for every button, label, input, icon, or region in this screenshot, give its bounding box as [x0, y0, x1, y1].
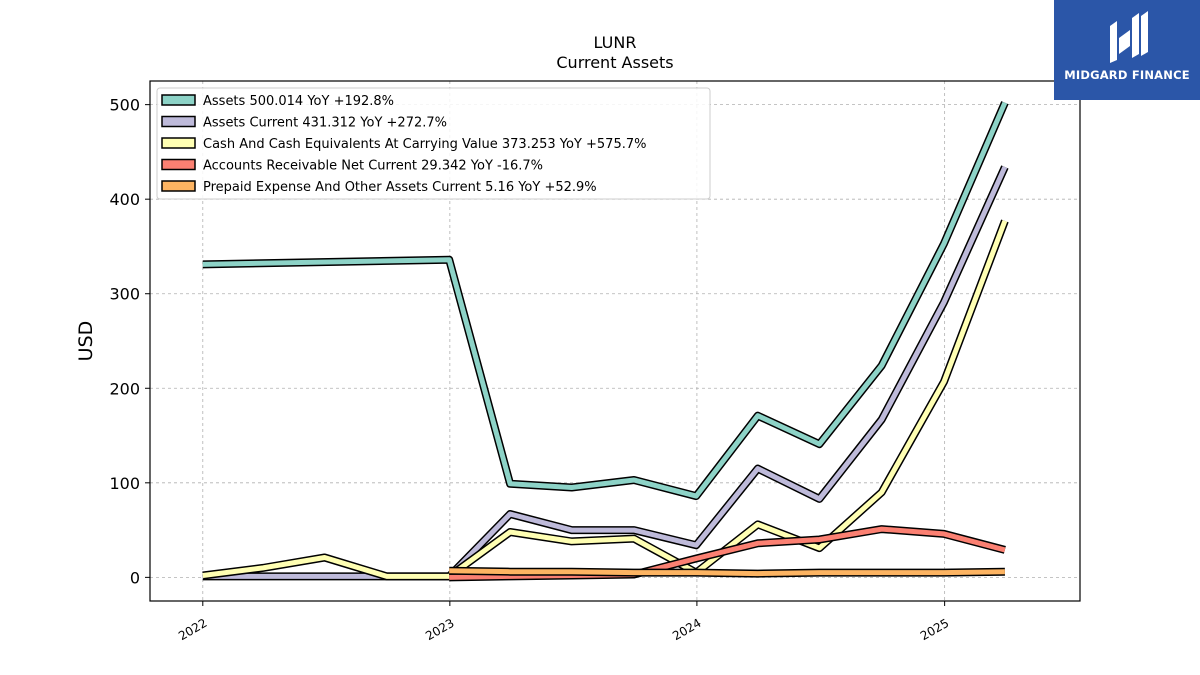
series-stroke — [202, 220, 1008, 579]
legend-swatch — [161, 115, 196, 128]
legend-box — [156, 87, 711, 200]
series-line-5 — [449, 566, 1005, 578]
series-outline — [202, 219, 1009, 581]
legend-swatch — [161, 137, 196, 149]
series-lines — [202, 101, 1009, 582]
brand-name: MIDGARD FINANCE — [1064, 68, 1190, 82]
series-stroke — [449, 568, 1005, 577]
series-line-2 — [202, 165, 1009, 581]
x-tick-label: 2022 — [176, 616, 209, 643]
legend-swatch — [161, 158, 196, 171]
midgard-logo-icon — [1110, 11, 1148, 63]
legend-label: Prepaid Expense And Other Assets Current… — [203, 180, 597, 195]
legend-swatch — [161, 180, 196, 192]
chart-subtitle: Current Assets — [556, 53, 673, 72]
brand-logo: MIDGARD FINANCE — [1054, 0, 1200, 100]
series-line-4 — [449, 525, 1006, 582]
y-tick-label: 0 — [130, 568, 140, 587]
x-tick-label: 2024 — [670, 616, 703, 643]
legend-label: Accounts Receivable Net Current 29.342 Y… — [203, 159, 543, 174]
legend-label: Assets 500.014 YoY +192.8% — [203, 94, 394, 109]
x-tick-label: 2023 — [423, 616, 456, 643]
series-outline — [202, 165, 1009, 581]
x-tick-label: 2025 — [918, 616, 951, 643]
y-tick-label: 500 — [109, 96, 140, 115]
y-tick-label: 200 — [109, 379, 140, 398]
legend-label: Cash And Cash Equivalents At Carrying Va… — [203, 137, 646, 152]
series-line-3 — [202, 219, 1009, 581]
y-axis-label: USD — [75, 321, 97, 362]
chart-title: LUNR — [594, 33, 637, 52]
series-line-1 — [202, 101, 1009, 501]
series-stroke — [202, 101, 1008, 499]
series-stroke — [202, 165, 1008, 579]
plot-frame — [149, 80, 1081, 602]
legend-label: Assets Current 431.312 YoY +272.7% — [203, 116, 447, 131]
legend: Assets 500.014 YoY +192.8% Assets Current… — [156, 87, 711, 200]
y-tick-label: 100 — [109, 474, 140, 493]
y-tick-label: 300 — [109, 285, 140, 304]
y-tick-label: 400 — [109, 190, 140, 209]
series-stroke — [449, 526, 1006, 580]
legend-swatch — [161, 94, 196, 106]
